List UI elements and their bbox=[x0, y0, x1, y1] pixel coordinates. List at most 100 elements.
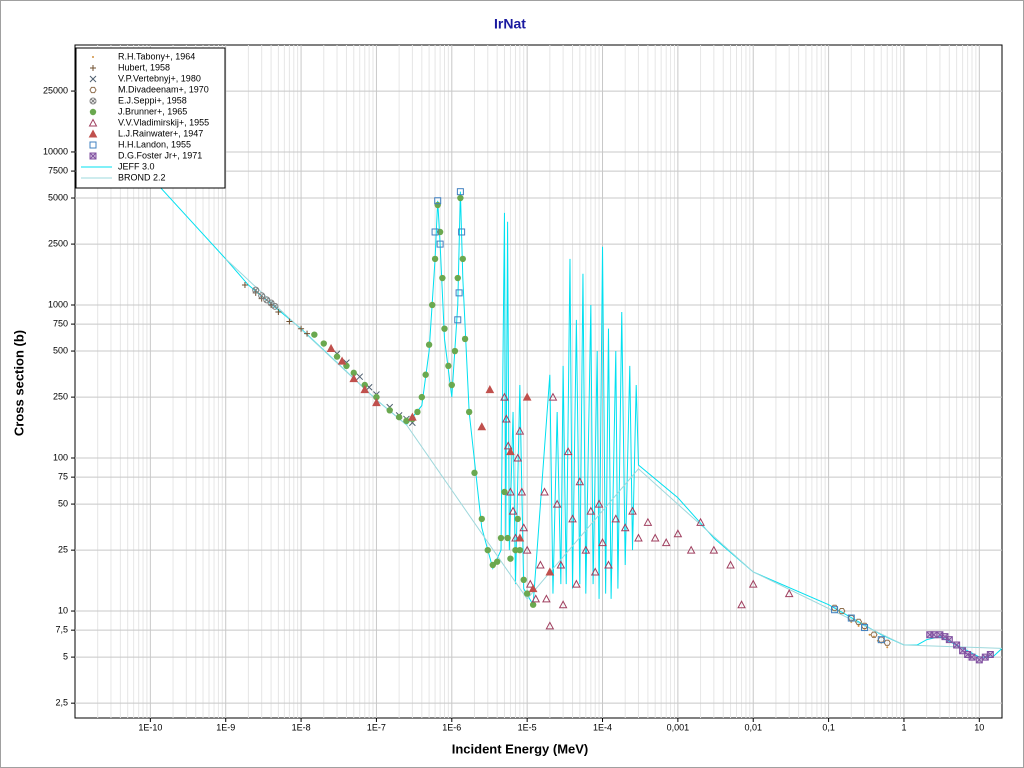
y-tick-label: 7,5 bbox=[55, 625, 68, 635]
x-tick-label: 1E-5 bbox=[518, 722, 537, 732]
point bbox=[536, 560, 545, 569]
y-tick-label: 500 bbox=[53, 345, 68, 355]
legend-swatch bbox=[88, 129, 98, 138]
point bbox=[506, 447, 515, 456]
point bbox=[436, 240, 444, 248]
plot-area bbox=[74, 44, 1003, 719]
series-line bbox=[225, 258, 1002, 649]
point bbox=[516, 546, 524, 554]
point bbox=[508, 506, 518, 515]
legend-box bbox=[75, 47, 226, 189]
point bbox=[372, 398, 381, 407]
y-axis-label: Cross section (b) bbox=[11, 330, 26, 436]
point bbox=[471, 469, 478, 477]
point bbox=[333, 353, 341, 360]
legend-label: BROND 2.2 bbox=[118, 172, 166, 182]
point bbox=[497, 534, 505, 542]
x-tick-label: 1E-7 bbox=[367, 722, 386, 732]
legend-label: JEFF 3.0 bbox=[118, 161, 155, 171]
legend-label: M.Divadeenam+, 1970 bbox=[118, 84, 209, 94]
point bbox=[529, 601, 537, 608]
x-tick-label: 1 bbox=[901, 722, 906, 732]
point bbox=[275, 308, 282, 315]
point bbox=[360, 385, 370, 394]
point bbox=[489, 561, 496, 569]
legend-swatch bbox=[89, 97, 97, 105]
point bbox=[748, 579, 758, 588]
point bbox=[451, 347, 459, 355]
y-tick-label: 10000 bbox=[43, 146, 68, 156]
point bbox=[945, 636, 953, 644]
point bbox=[458, 228, 466, 236]
point bbox=[485, 385, 495, 394]
y-tick-label: 2,5 bbox=[55, 698, 68, 708]
point bbox=[572, 579, 581, 588]
point bbox=[418, 393, 426, 401]
point bbox=[548, 392, 558, 401]
point bbox=[542, 594, 551, 603]
y-tick-label: 25000 bbox=[43, 85, 68, 95]
point bbox=[503, 441, 513, 450]
point bbox=[523, 590, 531, 597]
chart-title: IrNat bbox=[494, 16, 526, 32]
point bbox=[575, 477, 585, 486]
y-tick-label: 5000 bbox=[48, 192, 68, 202]
point bbox=[563, 447, 573, 456]
point bbox=[311, 331, 318, 338]
point bbox=[643, 517, 653, 526]
point bbox=[968, 653, 976, 661]
point bbox=[959, 647, 967, 655]
point bbox=[501, 488, 508, 496]
legend-swatch bbox=[89, 108, 97, 116]
legend-label: V.V.Vladimirskij+, 1955 bbox=[118, 117, 209, 127]
point bbox=[459, 255, 467, 263]
point bbox=[620, 523, 630, 532]
point bbox=[545, 567, 555, 576]
legend-swatch bbox=[89, 152, 97, 160]
point bbox=[586, 506, 596, 515]
point bbox=[286, 318, 293, 325]
point bbox=[868, 633, 871, 636]
point bbox=[425, 341, 433, 348]
point bbox=[478, 515, 485, 523]
point bbox=[686, 545, 696, 554]
point bbox=[429, 301, 436, 309]
y-tick-label: 7500 bbox=[48, 165, 68, 175]
point bbox=[361, 381, 368, 389]
point bbox=[422, 371, 429, 378]
point bbox=[861, 624, 869, 632]
legend-label: D.G.Foster Jr+, 1971 bbox=[118, 150, 202, 160]
point bbox=[441, 325, 448, 332]
point bbox=[515, 533, 525, 542]
point bbox=[540, 487, 549, 496]
legend-label: L.J.Rainwater+, 1947 bbox=[118, 128, 203, 138]
legend-swatch bbox=[88, 118, 98, 127]
point bbox=[525, 579, 535, 588]
legend-label: V.P.Vertebnyj+, 1980 bbox=[118, 73, 201, 83]
point bbox=[445, 362, 452, 370]
y-tick-label: 750 bbox=[53, 318, 68, 328]
point bbox=[431, 228, 439, 236]
legend-swatch bbox=[92, 56, 94, 58]
point bbox=[522, 545, 532, 554]
point bbox=[696, 517, 705, 526]
x-tick-label: 1E-8 bbox=[292, 722, 311, 732]
point bbox=[414, 408, 421, 416]
point bbox=[598, 538, 607, 547]
x-tick-label: 0,01 bbox=[744, 722, 762, 732]
point bbox=[737, 600, 746, 609]
point bbox=[434, 197, 442, 205]
point bbox=[395, 413, 403, 421]
legend-swatch bbox=[89, 75, 97, 83]
point bbox=[936, 631, 944, 639]
point bbox=[673, 529, 683, 538]
point bbox=[628, 506, 637, 515]
point bbox=[545, 621, 555, 630]
point bbox=[356, 373, 364, 381]
point bbox=[457, 194, 464, 202]
point bbox=[513, 453, 523, 462]
point bbox=[403, 417, 410, 425]
point bbox=[568, 514, 577, 523]
point bbox=[337, 356, 347, 365]
